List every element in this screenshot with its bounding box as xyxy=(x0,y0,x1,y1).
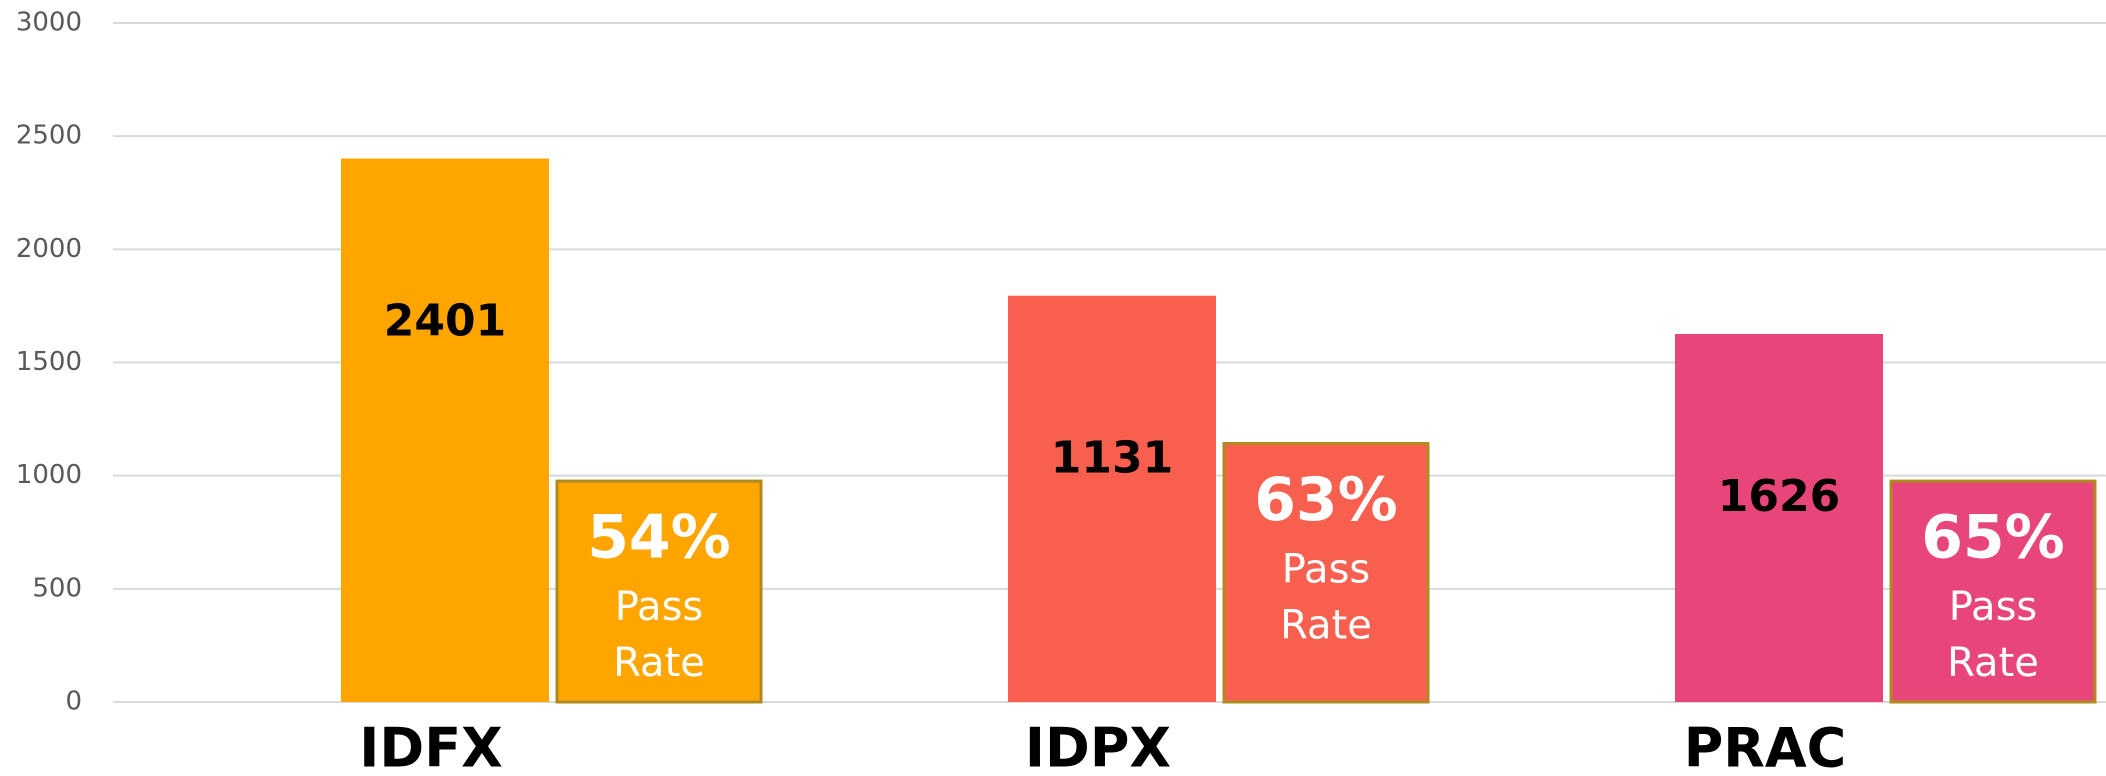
pass-label: Pass xyxy=(615,584,704,630)
pass-label: Pass xyxy=(1949,584,2038,630)
y-tick-label: 1500 xyxy=(16,347,82,377)
y-tick-label: 3000 xyxy=(16,8,82,38)
bar xyxy=(555,479,763,704)
y-tick-label: 1000 xyxy=(16,460,82,490)
pass-label: Rate xyxy=(1280,603,1372,649)
x-tick-label: PRAC xyxy=(1684,717,1847,776)
bar xyxy=(1222,442,1430,704)
value-label: 63% xyxy=(1254,465,1398,535)
y-tick-label: 500 xyxy=(32,573,82,603)
bar-label: 1131 xyxy=(1051,433,1173,484)
y-tick-label: 2500 xyxy=(16,121,82,151)
bar-label: 1626 xyxy=(1718,471,1840,522)
x-tick-label: IDPX xyxy=(1025,717,1171,776)
bar xyxy=(1889,479,2097,704)
value-label: 65% xyxy=(1921,503,2065,573)
value-label: 54% xyxy=(587,503,731,573)
y-tick-label: 2000 xyxy=(16,234,82,264)
pass-label: Rate xyxy=(1947,640,2039,686)
bar xyxy=(1008,295,1216,702)
x-tick-label: IDFX xyxy=(359,717,502,776)
bar-label: 2401 xyxy=(384,296,506,347)
pass-label: Pass xyxy=(1282,547,1371,593)
pass-label: Rate xyxy=(613,640,705,686)
y-tick-label: 0 xyxy=(65,687,82,717)
bar xyxy=(1675,333,1883,702)
bar xyxy=(341,158,549,702)
